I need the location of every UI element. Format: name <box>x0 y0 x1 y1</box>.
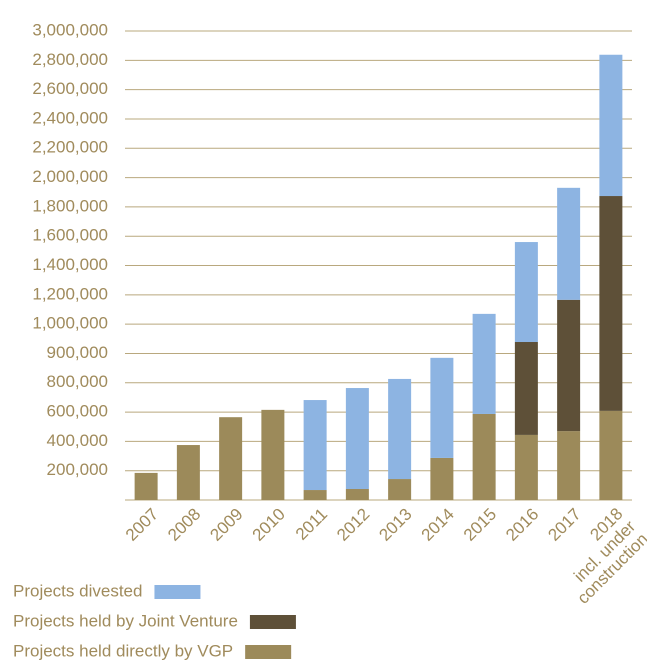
bar-segment <box>430 357 454 458</box>
bar-segment <box>514 434 538 500</box>
bar-segment <box>388 378 412 480</box>
y-tick-label: 2,600,000 <box>32 79 108 98</box>
bar-segment <box>303 400 327 491</box>
bar-segment <box>514 242 538 343</box>
y-tick-label: 2,400,000 <box>32 108 108 127</box>
x-tick-label: 2015 <box>460 505 500 545</box>
y-tick-label: 2,000,000 <box>32 167 108 186</box>
y-tick-label: 200,000 <box>47 460 108 479</box>
y-tick-label: 900,000 <box>47 343 108 362</box>
x-tick-label: 2007 <box>122 505 162 545</box>
bar-segment <box>134 472 158 500</box>
bar-segment <box>557 187 581 300</box>
x-tick-label: 2017 <box>544 505 584 545</box>
legend-label: Projects divested <box>13 581 142 600</box>
bar-segment <box>599 410 623 500</box>
x-tick-label: 2013 <box>375 505 415 545</box>
y-tick-label: 400,000 <box>47 431 108 450</box>
bar-segment <box>345 489 369 500</box>
x-tick-label: 2009 <box>206 505 246 545</box>
bar-segment <box>514 342 538 435</box>
bar-segment <box>430 457 454 500</box>
bar-segment <box>599 54 623 197</box>
x-tick-label: 2016 <box>502 505 542 545</box>
bar-segment <box>345 388 369 490</box>
y-tick-label: 600,000 <box>47 402 108 421</box>
y-tick-label: 2,800,000 <box>32 50 108 69</box>
bar-segment <box>303 490 327 500</box>
x-tick-label: 2014 <box>418 505 458 545</box>
legend-swatch <box>245 645 292 659</box>
bar-segment <box>599 196 623 411</box>
legend-swatch <box>249 615 296 629</box>
bar-segment <box>557 299 581 432</box>
bar-segment <box>176 445 200 500</box>
bar-segment <box>472 313 496 414</box>
bar-segment <box>219 417 243 500</box>
x-tick-label: 2008 <box>164 505 204 545</box>
y-tick-label: 1,800,000 <box>32 196 108 215</box>
x-tick-label: 2012 <box>333 505 373 545</box>
y-tick-label: 1,200,000 <box>32 284 108 303</box>
bar-segment <box>557 431 581 500</box>
y-tick-label: 1,400,000 <box>32 255 108 274</box>
x-tick-label: 2010 <box>249 505 289 545</box>
bar-segment <box>472 413 496 500</box>
y-tick-label: 3,000,000 <box>32 20 108 39</box>
y-tick-label: 1,600,000 <box>32 226 108 245</box>
x-tick-label: 2011 <box>292 505 331 544</box>
y-tick-label: 800,000 <box>47 372 108 391</box>
legend-label: Projects held directly by VGP <box>13 641 233 660</box>
legend-label: Projects held by Joint Venture <box>13 611 238 630</box>
y-tick-label: 2,200,000 <box>32 138 108 157</box>
legend-swatch <box>154 585 201 599</box>
bar-segment <box>261 409 285 500</box>
bar-segment <box>388 479 412 500</box>
y-tick-label: 1,000,000 <box>32 314 108 333</box>
